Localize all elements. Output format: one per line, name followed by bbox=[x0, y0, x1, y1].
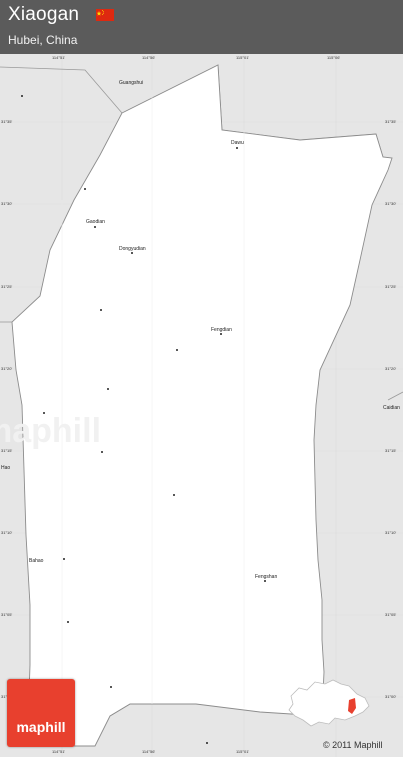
place-label: Fengdian bbox=[211, 327, 232, 333]
coord-left: 31°05' bbox=[1, 612, 13, 617]
china-flag-icon bbox=[96, 9, 114, 21]
place-marker bbox=[176, 349, 178, 351]
coord-top: 115°06' bbox=[327, 55, 341, 60]
coord-left: 31°00' bbox=[1, 694, 12, 699]
place-marker bbox=[101, 451, 103, 453]
copyright-text: © 2011 Maphill bbox=[323, 740, 383, 750]
coord-left: 31°10' bbox=[1, 530, 13, 535]
coord-right: 31°20' bbox=[385, 366, 397, 371]
coord-top: 115°01' bbox=[236, 55, 250, 60]
coord-bottom: 114°56' bbox=[142, 749, 156, 754]
place-marker bbox=[100, 309, 102, 311]
xiaogan-highlight bbox=[348, 698, 356, 714]
header-bar: Xiaogan Hubei, China bbox=[0, 0, 403, 54]
locator-inset bbox=[288, 679, 370, 727]
coord-right: 31°30' bbox=[385, 201, 397, 206]
maphill-logo[interactable]: maphill bbox=[7, 679, 75, 747]
place-marker bbox=[264, 580, 266, 582]
place-label: Dongyudian bbox=[119, 246, 146, 252]
coord-top: 114°51' bbox=[52, 55, 66, 60]
coord-left: 31°20' bbox=[1, 366, 13, 371]
logo-text: maphill bbox=[16, 719, 66, 735]
coord-left: 31°15' bbox=[1, 448, 13, 453]
coord-right: 31°35' bbox=[385, 119, 397, 124]
watermark: maphill bbox=[0, 412, 102, 450]
coord-right: 31°10' bbox=[385, 530, 397, 535]
coord-top: 114°56' bbox=[142, 55, 156, 60]
coord-bottom: 115°01' bbox=[236, 749, 250, 754]
place-label: Fengshan bbox=[255, 574, 278, 580]
place-marker bbox=[131, 252, 133, 254]
place-marker bbox=[94, 226, 96, 228]
place-marker bbox=[67, 621, 69, 623]
place-label: Gaodian bbox=[86, 219, 105, 225]
place-marker bbox=[110, 686, 112, 688]
place-marker bbox=[220, 333, 222, 335]
place-marker bbox=[236, 147, 238, 149]
hubei-outline bbox=[288, 679, 370, 727]
place-marker bbox=[173, 494, 175, 496]
coord-left: 31°35' bbox=[1, 119, 13, 124]
place-label: Dawu bbox=[231, 140, 244, 146]
place-label: Guangshui bbox=[119, 80, 144, 86]
coord-right: 31°00' bbox=[385, 694, 397, 699]
page-subtitle: Hubei, China bbox=[8, 33, 78, 47]
region-graticule bbox=[61, 90, 245, 746]
coord-right: 31°15' bbox=[385, 448, 397, 453]
place-marker bbox=[63, 558, 65, 560]
place-label: Caidian bbox=[383, 405, 400, 411]
place-label: Bahao bbox=[29, 558, 44, 564]
place-marker bbox=[206, 742, 208, 744]
coord-right: 31°25' bbox=[385, 284, 397, 289]
coord-left: 31°30' bbox=[1, 201, 13, 206]
coord-bottom: 114°51' bbox=[52, 749, 66, 754]
place-label: Hao bbox=[1, 465, 11, 471]
place-marker bbox=[21, 95, 23, 97]
coord-left: 31°25' bbox=[1, 284, 13, 289]
place-marker bbox=[84, 188, 86, 190]
place-marker bbox=[107, 388, 109, 390]
coord-right: 31°05' bbox=[385, 612, 397, 617]
place-marker bbox=[43, 412, 45, 414]
page-title: Xiaogan bbox=[8, 4, 80, 25]
